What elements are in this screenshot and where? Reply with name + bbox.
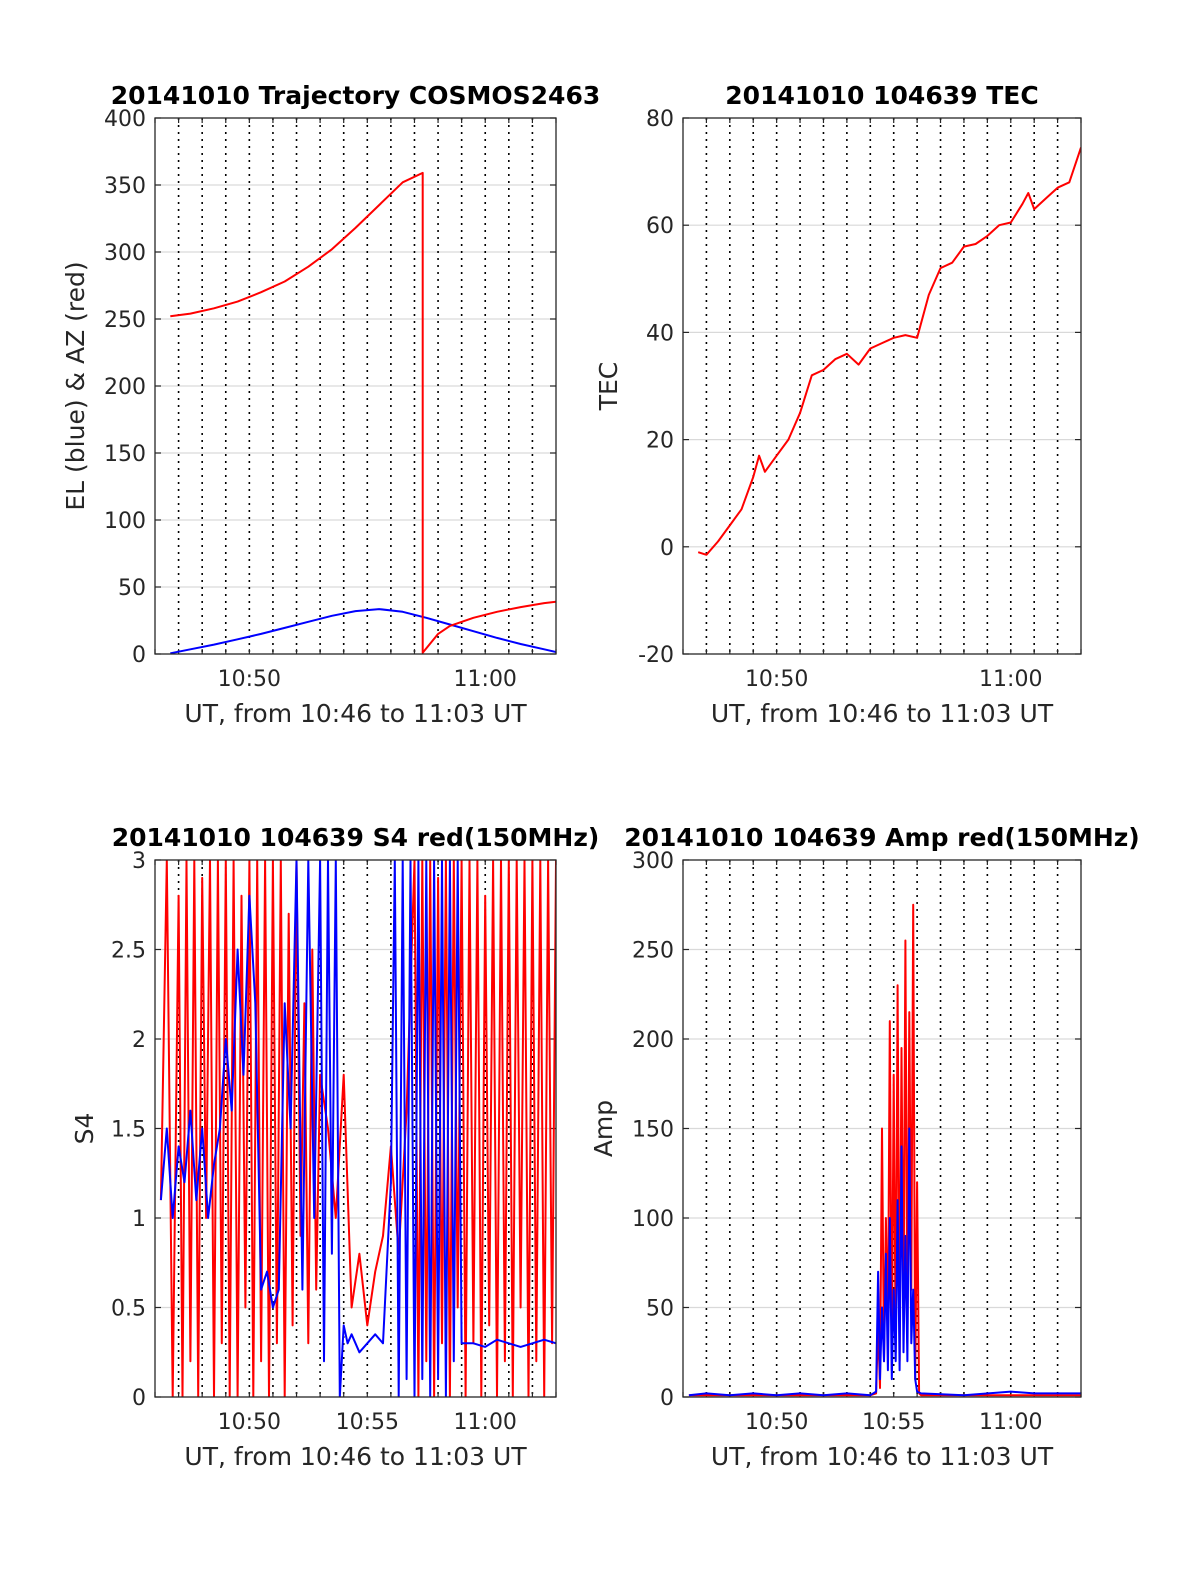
y-tick-label: 0 bbox=[660, 1386, 674, 1411]
y-tick-label: 350 bbox=[104, 174, 146, 199]
panel-s4: 0 0.5 1 1.5 2 2.5 3 10:50 10:55 11:00 20141010 104… bbox=[70, 823, 599, 1471]
x-axis-label: UT, from 10:46 to 11:03 UT bbox=[711, 1442, 1054, 1471]
series-line-2 bbox=[159, 860, 556, 1397]
series-line-2 bbox=[688, 1127, 1081, 1397]
axes-frame bbox=[154, 859, 557, 1398]
axes-frame bbox=[682, 117, 1082, 655]
axes-frame bbox=[682, 859, 1082, 1398]
axes-frame bbox=[154, 117, 557, 655]
y-axis-label: EL (blue) & AZ (red) bbox=[61, 261, 90, 510]
y-tick-label: 40 bbox=[646, 321, 674, 346]
y-tick-label: 250 bbox=[104, 308, 146, 333]
y-axis-label: S4 bbox=[70, 1113, 99, 1145]
x-tick-label: 11:00 bbox=[979, 1410, 1042, 1435]
y-tick-label: 300 bbox=[104, 241, 146, 266]
x-tick-label: 11:00 bbox=[454, 1410, 517, 1435]
series-line-1 bbox=[170, 608, 556, 654]
y-tick-label: 0 bbox=[132, 643, 146, 668]
y-tick-label: 100 bbox=[104, 509, 146, 534]
y-tick-label: 20 bbox=[646, 429, 674, 454]
y-tick-label: 50 bbox=[646, 1297, 674, 1322]
y-tick-label: 250 bbox=[632, 939, 674, 964]
y-axis-label: Amp bbox=[589, 1100, 618, 1157]
panel-amp: 0 50 100 150 200 250 300 10:50 10:55 11:00 2014101… bbox=[589, 823, 1140, 1471]
y-tick-label: -20 bbox=[638, 643, 674, 668]
y-tick-label: 60 bbox=[646, 214, 674, 239]
y-tick-label: 80 bbox=[646, 107, 674, 132]
y-tick-label: 3 bbox=[132, 849, 146, 874]
x-tick-label: 10:55 bbox=[862, 1410, 925, 1435]
x-tick-label: 11:00 bbox=[979, 667, 1042, 692]
x-tick-label: 10:55 bbox=[336, 1410, 399, 1435]
x-tick-label: 10:50 bbox=[745, 1410, 808, 1435]
y-tick-label: 150 bbox=[632, 1118, 674, 1143]
x-axis-label: UT, from 10:46 to 11:03 UT bbox=[184, 1442, 527, 1471]
x-axis-label: UT, from 10:46 to 11:03 UT bbox=[711, 699, 1054, 728]
y-tick-label: 1.5 bbox=[111, 1118, 146, 1143]
chart-title: 20141010 104639 TEC bbox=[725, 81, 1038, 110]
chart-title: 20141010 104639 Amp red(150MHz) bbox=[624, 823, 1140, 852]
x-tick-label: 10:50 bbox=[745, 667, 808, 692]
y-tick-label: 2 bbox=[132, 1028, 146, 1053]
y-tick-label: 0 bbox=[132, 1386, 146, 1411]
y-tick-label: 100 bbox=[632, 1207, 674, 1232]
y-tick-label: 300 bbox=[632, 849, 674, 874]
y-tick-label: 200 bbox=[104, 375, 146, 400]
panel-trajectory: 0 50 100 150 200 250 300 350 400 10:50 11:00 201410… bbox=[61, 81, 600, 728]
y-tick-label: 50 bbox=[118, 576, 146, 601]
y-tick-label: 2.5 bbox=[111, 939, 146, 964]
chart-title: 20141010 104639 S4 red(150MHz) bbox=[112, 823, 600, 852]
y-tick-label: 150 bbox=[104, 442, 146, 467]
y-axis-label: TEC bbox=[594, 362, 623, 412]
series-line-1 bbox=[159, 860, 556, 1397]
x-tick-label: 11:00 bbox=[454, 667, 517, 692]
panel-tec: -20 0 20 40 60 80 10:50 11:00 20141010 104639 TE… bbox=[594, 81, 1082, 728]
series-line-1 bbox=[697, 147, 1081, 556]
plot-area bbox=[683, 118, 1081, 654]
x-axis-label: UT, from 10:46 to 11:03 UT bbox=[184, 699, 527, 728]
x-tick-label: 10:50 bbox=[218, 667, 281, 692]
y-tick-label: 1 bbox=[132, 1207, 146, 1232]
x-tick-label: 10:50 bbox=[218, 1410, 281, 1435]
y-tick-label: 200 bbox=[632, 1028, 674, 1053]
y-tick-label: 400 bbox=[104, 107, 146, 132]
y-tick-label: 0.5 bbox=[111, 1297, 146, 1322]
chart-title: 20141010 Trajectory COSMOS2463 bbox=[111, 81, 601, 110]
series-line-2 bbox=[170, 171, 556, 654]
y-tick-label: 0 bbox=[660, 536, 674, 561]
